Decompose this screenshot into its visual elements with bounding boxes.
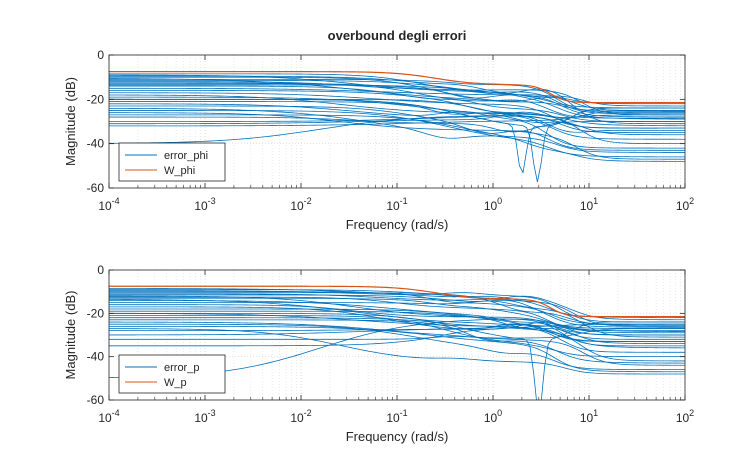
error-curve bbox=[109, 328, 685, 375]
y-tick-label: -20 bbox=[87, 92, 105, 106]
y-tick-label: -60 bbox=[87, 181, 105, 195]
error-curve bbox=[109, 294, 685, 328]
error-curve bbox=[109, 105, 685, 151]
notch-curve bbox=[109, 312, 685, 400]
error-curve bbox=[109, 85, 685, 122]
error-curve bbox=[109, 328, 685, 340]
error-curve bbox=[109, 290, 685, 323]
legend-box bbox=[118, 354, 226, 394]
error-curves bbox=[109, 71, 685, 182]
x-tick-label: 100 bbox=[484, 408, 502, 425]
x-tick-label: 10-3 bbox=[194, 408, 215, 425]
x-tick-label: 102 bbox=[676, 408, 694, 425]
x-tick-label: 101 bbox=[580, 196, 598, 213]
x-tick-label: 101 bbox=[580, 408, 598, 425]
y-tick-label: 0 bbox=[97, 48, 104, 62]
error-curve bbox=[109, 319, 685, 364]
error-curve bbox=[109, 297, 685, 333]
x-tick-label: 10-1 bbox=[386, 408, 407, 425]
legend: error_phi W_phi bbox=[118, 142, 226, 182]
legend-entry: error_p bbox=[164, 362, 199, 374]
error-curve bbox=[109, 107, 685, 153]
error-curve bbox=[109, 101, 685, 145]
y-tick-label: 0 bbox=[97, 263, 104, 277]
x-tick-label: 10-4 bbox=[98, 408, 119, 425]
y-axis-label: Magnitude (dB) bbox=[63, 77, 78, 166]
chart-title: overbound degli errori bbox=[328, 28, 467, 43]
error-curve bbox=[109, 110, 685, 158]
error-curve bbox=[109, 323, 685, 371]
bound-curve bbox=[109, 285, 685, 318]
x-tick-label: 10-1 bbox=[386, 196, 407, 213]
error-curve bbox=[109, 103, 685, 149]
notch-curve bbox=[109, 98, 685, 182]
x-ticks bbox=[108, 270, 686, 400]
x-tick-label: 10-2 bbox=[290, 408, 311, 425]
error-curve bbox=[109, 78, 685, 114]
y-axis-label: Magnitude (dB) bbox=[63, 291, 78, 380]
error-curve bbox=[109, 111, 685, 125]
error-curve bbox=[109, 322, 685, 336]
error-curves bbox=[109, 285, 685, 400]
error-curve bbox=[109, 293, 685, 327]
error-curve bbox=[109, 321, 685, 366]
error-curve bbox=[109, 116, 685, 133]
error-curve bbox=[109, 304, 685, 340]
y-tick-label: -60 bbox=[87, 393, 105, 407]
error-curve bbox=[109, 323, 685, 342]
legend: error_p W_p bbox=[118, 354, 226, 394]
y-tick-label: -40 bbox=[87, 350, 105, 364]
error-curve bbox=[109, 80, 685, 115]
x-tick-label: 100 bbox=[484, 196, 502, 213]
legend-entry: error_phi bbox=[164, 150, 208, 162]
error-curve bbox=[109, 289, 685, 321]
x-tick-label: 10-2 bbox=[290, 196, 311, 213]
error-curve bbox=[109, 325, 685, 373]
error-curve bbox=[109, 292, 685, 326]
error-curve bbox=[109, 114, 685, 162]
error-curve bbox=[109, 81, 685, 116]
y-tick-label: -40 bbox=[87, 137, 105, 151]
error-curve bbox=[109, 300, 685, 338]
error-curve bbox=[109, 90, 685, 127]
x-tick-label: 102 bbox=[676, 196, 694, 213]
error-curve bbox=[109, 323, 685, 347]
x-tick-label: 10-3 bbox=[194, 196, 215, 213]
x-axis-label: Frequency (rad/s) bbox=[346, 429, 449, 444]
legend-entry: W_phi bbox=[164, 165, 195, 177]
error-curve bbox=[109, 110, 685, 127]
y-tick-label: -20 bbox=[87, 306, 105, 320]
error-curve bbox=[109, 317, 685, 362]
x-axis-label: Frequency (rad/s) bbox=[346, 217, 449, 232]
legend-box bbox=[118, 142, 226, 182]
bound-curve bbox=[109, 71, 685, 104]
error-curve bbox=[109, 115, 685, 144]
error-curve bbox=[109, 83, 685, 119]
x-tick-label: 10-4 bbox=[98, 196, 119, 213]
error-curve bbox=[109, 82, 685, 118]
error-curve bbox=[109, 96, 685, 136]
error-curve bbox=[109, 115, 685, 129]
error-curve bbox=[109, 308, 685, 345]
x-ticks bbox=[108, 55, 686, 188]
legend-entry: W_p bbox=[164, 377, 187, 389]
error-curve bbox=[109, 112, 685, 160]
